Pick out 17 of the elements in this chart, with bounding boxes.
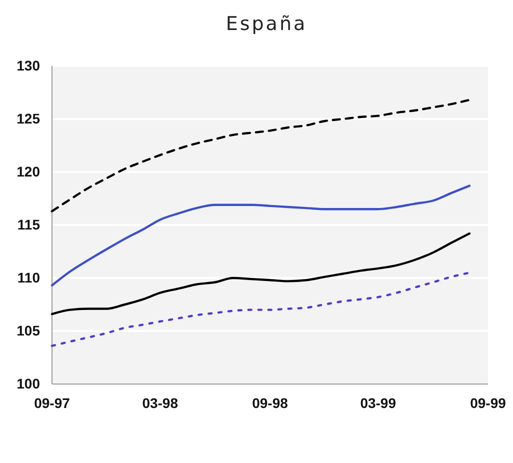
x-tick-label: 09-99	[470, 394, 506, 411]
line-series	[50, 98, 471, 212]
x-tick-label: 03-99	[360, 394, 396, 411]
y-tick-label: 130	[16, 57, 40, 74]
line-series	[50, 232, 471, 316]
y-tick-label: 110	[17, 269, 40, 286]
chart-title: España	[226, 13, 308, 35]
x-tick-label: 09-98	[252, 394, 288, 411]
line-series	[50, 272, 471, 347]
x-tick-label: 09-97	[34, 394, 70, 411]
x-tick-label: 03-98	[142, 394, 178, 411]
y-tick-label: 105	[16, 322, 40, 338]
y-tick-label: 100	[16, 375, 40, 392]
y-tick-label: 125	[16, 110, 40, 126]
y-tick-label: 120	[16, 163, 40, 180]
y-tick-label: 115	[17, 216, 40, 232]
line-series	[50, 184, 471, 287]
